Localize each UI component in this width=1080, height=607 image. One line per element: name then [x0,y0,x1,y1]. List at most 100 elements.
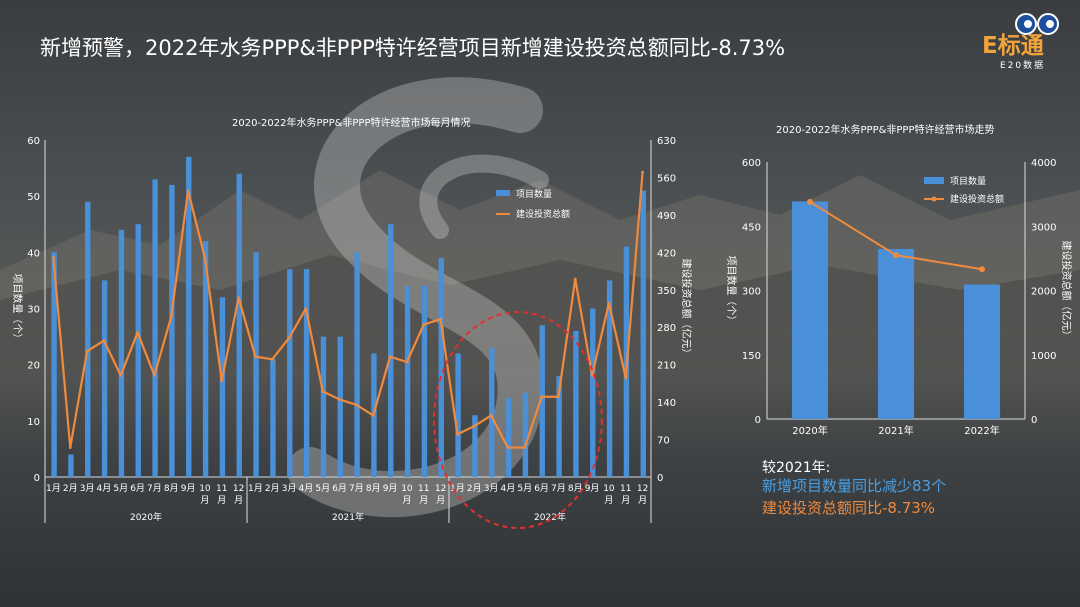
x-tick-label: 月 [234,495,243,506]
x-tick-label: 5月 [315,483,330,494]
line-point-investment [607,301,611,305]
x-tick-label: 月 [436,495,445,506]
line-point-investment [557,395,560,399]
line-point-investment [388,355,392,359]
line-point-investment [979,266,985,273]
bar-project-count [963,284,1001,419]
line-point-investment [439,317,442,321]
right-tick-label: 420 [657,248,676,259]
right-tick-label: 280 [657,323,676,334]
bar-project-count [590,308,596,477]
line-point-investment [153,373,156,377]
line-point-investment [456,432,459,436]
bar-project-count [186,156,192,477]
x-tick-label: 1月 [46,483,61,494]
x-tick-label: 5月 [517,483,532,494]
line-point-investment [52,256,55,260]
line-point-investment [807,198,813,205]
brand-logo: E标通 E20数据 [978,8,1070,72]
legend-swatch-line-marker [931,196,937,202]
bar-project-count [421,286,428,477]
x-tick-label: 3月 [80,483,95,494]
x-tick-label: 11 [216,484,227,494]
x-tick-label: 9月 [383,483,398,494]
bar-project-count [68,454,74,477]
x-tick-label: 4月 [299,483,314,494]
line-point-investment [489,414,493,417]
right-tick-label: 210 [657,361,676,372]
line-point-investment [422,323,426,326]
line-point-investment [270,357,274,361]
x-tick-label: 3月 [484,483,499,494]
line-point-investment [237,296,240,300]
bar-project-count [573,330,579,477]
x-tick-label: 9月 [585,483,600,494]
left-tick-label: 40 [27,248,40,259]
line-point-investment [371,414,375,417]
x-tick-label: 4月 [501,483,516,494]
right-tick-label: 3000 [1031,222,1056,233]
bar-project-count [101,280,108,477]
x-tick-label: 6月 [534,483,549,494]
left-tick-label: 150 [742,351,761,362]
x-tick-label: 12 [435,484,446,494]
bar-project-count [169,184,175,477]
year-group-label: 2021年 [332,511,364,523]
bar-project-count [118,229,125,477]
project-count-change: 新增项目数量同比减少83个 [762,477,947,495]
monthly-chart-title: 2020-2022年水务PPP&非PPP特许经营市场每月情况 [232,118,471,129]
highlight-ellipse [433,311,603,529]
left-tick-label: 30 [27,305,40,316]
line-point-investment [590,373,594,377]
bar-project-count [253,252,259,477]
brand-sub-text: E20数据 [1000,59,1045,71]
line-investment-total [52,172,644,449]
line-point-investment [169,315,173,318]
x-tick-label: 月 [638,495,647,506]
x-tick-label: 月 [621,495,630,506]
line-point-investment [220,379,224,383]
bar-project-count [270,359,276,477]
legend-label-bar: 项目数量 [950,175,986,187]
bar-project-count [539,325,545,477]
right-tick-label: 140 [657,398,676,409]
bar-project-count [152,179,158,478]
left-tick-label: 10 [27,417,40,428]
x-tick-label: 12 [637,484,648,494]
bar-project-count [505,398,512,477]
bar-project-count [236,173,242,477]
x-tick-label: 2月 [265,483,280,494]
bar-project-count [606,280,613,477]
line-point-investment [68,446,72,449]
legend-swatch-bar [496,190,510,196]
left-tick-label: 20 [27,361,40,372]
bar-project-count [455,353,461,477]
x-tick-label: 2022年 [964,424,999,437]
x-tick-label: 6月 [130,483,145,494]
x-tick-label: 月 [200,495,209,506]
line-point-investment [540,395,543,399]
bar-project-count [388,224,394,477]
bar-project-count [337,336,343,477]
right-tick-label: 0 [1031,415,1037,426]
x-tick-label: 5月 [113,483,128,494]
bar-project-count [219,297,226,477]
right-tick-label: 4000 [1031,158,1056,169]
line-point-investment [287,336,291,340]
right-tick-label: 490 [657,211,676,222]
trend-chart-title: 2020-2022年水务PPP&非PPP特许经营市场走势 [776,125,995,136]
right-axis-title: 建设投资总额（亿元） [1060,241,1073,341]
bar-project-count [135,224,141,477]
x-tick-label: 2020年 [792,424,827,437]
left-axis-title: 项目数量（个） [11,274,24,344]
x-tick-label: 9月 [181,483,196,494]
x-tick-label: 10 [603,484,615,494]
x-tick-label: 月 [217,495,226,506]
x-tick-label: 8月 [568,483,583,494]
right-tick-label: 1000 [1031,351,1056,362]
right-axis-title: 建设投资总额（亿元） [680,259,693,359]
bar-project-count [877,248,915,419]
right-tick-label: 560 [657,173,676,184]
bar-project-count [489,347,495,477]
